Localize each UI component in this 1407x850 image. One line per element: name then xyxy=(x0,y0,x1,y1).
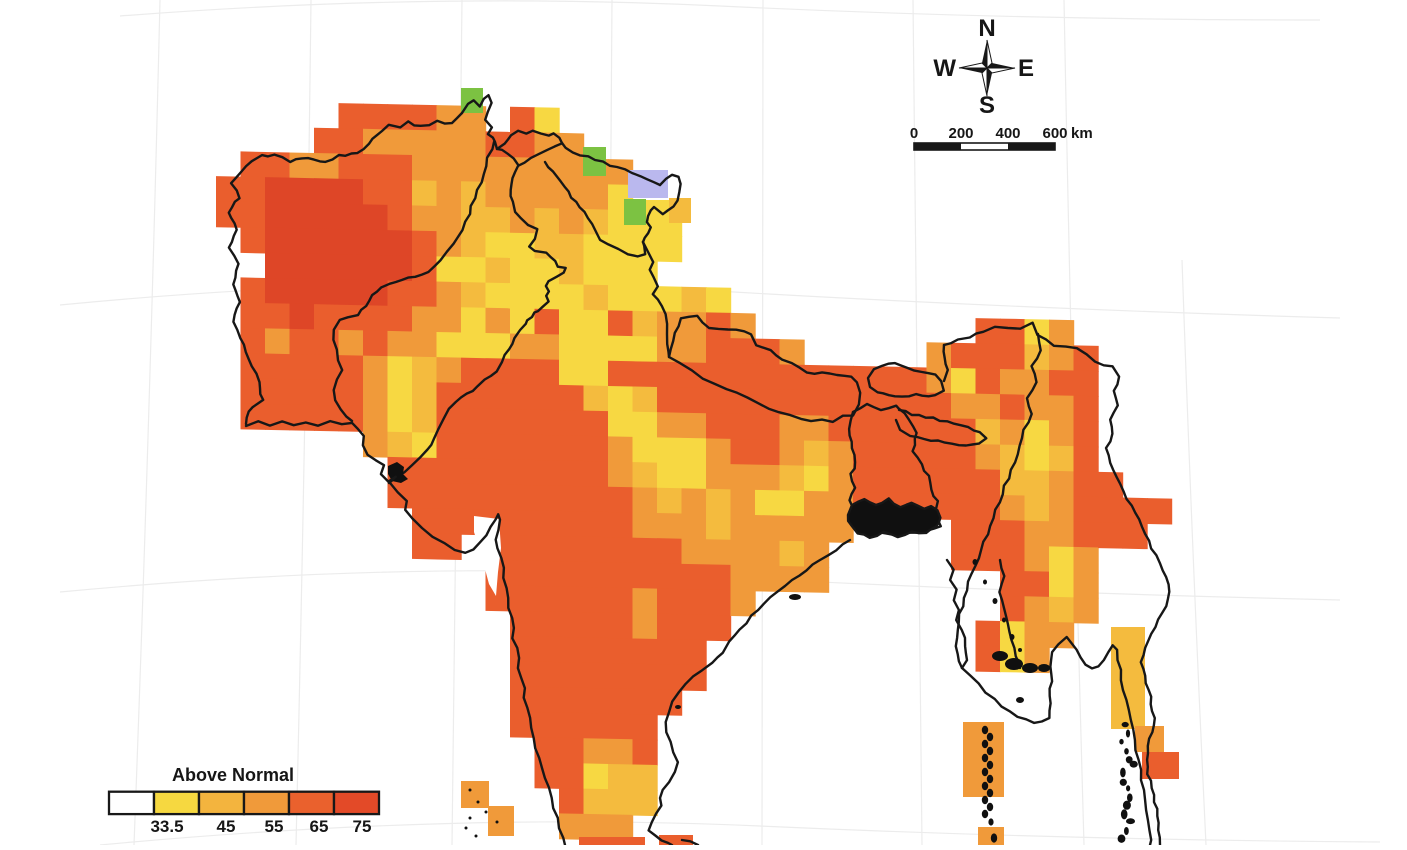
svg-text:65: 65 xyxy=(310,817,329,836)
svg-text:600: 600 xyxy=(1042,125,1067,142)
svg-text:S: S xyxy=(979,92,995,119)
svg-text:N: N xyxy=(978,15,995,42)
svg-text:55: 55 xyxy=(265,817,284,836)
svg-text:W: W xyxy=(933,55,956,82)
svg-text:200: 200 xyxy=(948,125,973,142)
svg-text:Above Normal: Above Normal xyxy=(172,765,294,785)
svg-text:E: E xyxy=(1018,55,1034,82)
svg-text:km: km xyxy=(1071,125,1093,142)
svg-text:33.5: 33.5 xyxy=(150,817,183,836)
svg-text:400: 400 xyxy=(995,125,1020,142)
svg-text:0: 0 xyxy=(910,125,918,142)
svg-text:75: 75 xyxy=(353,817,372,836)
svg-text:45: 45 xyxy=(217,817,236,836)
